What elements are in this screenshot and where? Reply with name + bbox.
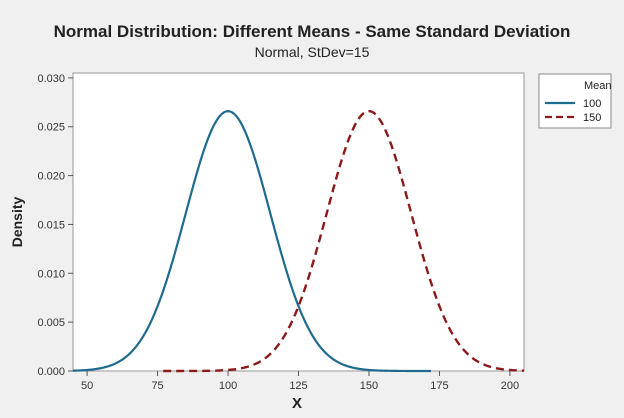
y-tick-label-3: 0.015 — [37, 219, 65, 231]
x-tick-label-2: 100 — [219, 380, 237, 392]
y-tick-label-0: 0.000 — [37, 366, 65, 378]
y-tick-label-4: 0.020 — [37, 171, 65, 183]
series-line-150 — [163, 109, 525, 373]
y-axis-label: Density — [9, 197, 25, 248]
x-axis: 50 75 100 125 150 175 200 — [81, 371, 519, 392]
chart-subtitle: Normal, StDev=15 — [255, 44, 370, 60]
y-tick-label-6: 0.030 — [37, 73, 65, 85]
y-tick-label-5: 0.025 — [37, 122, 65, 134]
plot-area — [72, 72, 525, 372]
chart-title: Normal Distribution: Different Means - S… — [54, 22, 571, 41]
x-tick-label-4: 150 — [360, 380, 378, 392]
legend: Mean 100 150 — [538, 73, 612, 129]
x-tick-label-5: 175 — [430, 380, 448, 392]
series-layer — [72, 109, 525, 373]
y-tick-label-1: 0.005 — [37, 317, 65, 329]
y-axis: 0.000 0.005 0.010 0.015 0.020 0.025 0.030 — [37, 73, 73, 378]
x-tick-label-6: 200 — [501, 380, 519, 392]
legend-box — [538, 73, 612, 129]
x-axis-label: X — [292, 395, 302, 412]
legend-title: Mean — [584, 80, 612, 92]
x-tick-label-1: 75 — [151, 380, 163, 392]
x-tick-label-0: 50 — [81, 380, 93, 392]
legend-entry-150: 150 — [583, 112, 601, 124]
x-tick-label-3: 125 — [289, 380, 307, 392]
y-tick-label-2: 0.010 — [37, 268, 65, 280]
legend-entry-100: 100 — [583, 98, 601, 110]
series-line-100 — [72, 110, 431, 373]
